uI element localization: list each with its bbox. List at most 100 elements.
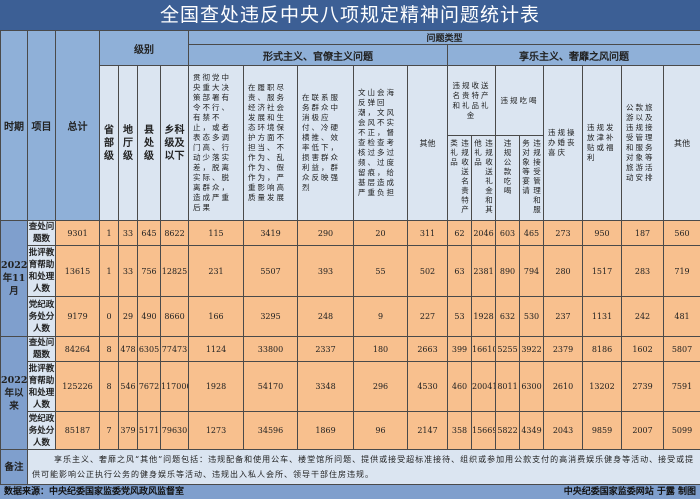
value-cell: 4349 [520, 412, 544, 450]
hedonism-other: 其他 [664, 66, 700, 221]
level-provincial: 省部级 [100, 66, 119, 221]
value-cell: 5255 [496, 337, 520, 362]
row-item-label: 批评教育帮助和处理人数 [28, 246, 56, 297]
value-cell: 7591 [664, 362, 700, 412]
value-cell: 2007 [622, 412, 664, 450]
value-cell: 280 [544, 246, 583, 297]
value-cell: 358 [448, 412, 472, 450]
note-label: 备注 [1, 450, 28, 485]
value-cell: 2337 [298, 337, 354, 362]
value-cell: 379 [119, 412, 138, 450]
value-cell: 20041 [472, 362, 496, 412]
value-cell: 6300 [520, 362, 544, 412]
level-county: 县处级 [138, 66, 161, 221]
value-cell: 84264 [56, 337, 100, 362]
value-cell: 8186 [583, 337, 622, 362]
value-cell: 7672 [138, 362, 161, 412]
value-cell: 2379 [544, 337, 583, 362]
value-cell: 2046 [472, 221, 496, 246]
formalism-other: 其他 [408, 66, 448, 221]
value-cell: 85187 [56, 412, 100, 450]
formalism-col-1: 贯彻党中央重大决策部署有令不行、有禁不止，或者表态多调门高、行动少落实差，脱离实… [189, 66, 244, 221]
value-cell: 3419 [244, 221, 298, 246]
value-cell: 950 [583, 221, 622, 246]
value-cell: 9301 [56, 221, 100, 246]
value-cell: 115 [189, 221, 244, 246]
level-header: 级别 [100, 31, 189, 66]
value-cell: 1 [100, 221, 119, 246]
formalism-col-2: 在履职尽责、服务经济社会发展和生态环境保护方面不担当、不作为、乱作为、假作为，严… [244, 66, 298, 221]
value-cell: 273 [544, 221, 583, 246]
value-cell: 3295 [244, 297, 298, 337]
value-cell: 2043 [544, 412, 583, 450]
value-cell: 180 [354, 337, 408, 362]
total-header: 总计 [56, 31, 100, 221]
level-bureau: 地厅级 [119, 66, 138, 221]
formalism-header: 形式主义、官僚主义问题 [189, 45, 448, 66]
value-cell: 7 [100, 412, 119, 450]
value-cell: 54170 [244, 362, 298, 412]
formalism-col-3: 在联系服务群众中消极应付、冷硬横推、效率低下，损害群众利益，群众反映强烈 [298, 66, 354, 221]
value-cell: 1273 [189, 412, 244, 450]
value-cell: 546 [119, 362, 138, 412]
hedonism-col-weddings: 违规操办婚丧喜庆 [544, 66, 583, 221]
value-cell: 5822 [496, 412, 520, 450]
value-cell: 9859 [583, 412, 622, 450]
value-cell: 231 [189, 246, 244, 297]
value-cell: 33 [119, 246, 138, 297]
value-cell: 283 [622, 246, 664, 297]
problem-type-header: 问题类型 [189, 31, 700, 45]
value-cell: 530 [520, 297, 544, 337]
value-cell: 460 [448, 362, 472, 412]
value-cell: 125226 [56, 362, 100, 412]
value-cell: 15669 [472, 412, 496, 450]
value-cell: 490 [138, 297, 161, 337]
value-cell: 1928 [472, 297, 496, 337]
value-cell: 645 [138, 221, 161, 246]
value-cell: 2610 [544, 362, 583, 412]
dining-sub-banquet: 违规接受管理和服务对象等宴请 [521, 139, 543, 217]
value-cell: 2663 [408, 337, 448, 362]
value-cell: 1869 [298, 412, 354, 450]
value-cell: 8 [100, 362, 119, 412]
value-cell: 465 [520, 221, 544, 246]
value-cell: 8622 [161, 221, 189, 246]
value-cell: 34596 [244, 412, 298, 450]
item-header: 项目 [28, 31, 56, 221]
value-cell: 13202 [583, 362, 622, 412]
value-cell: 8011 [496, 362, 520, 412]
page-title: 全国查处违反中央八项规定精神问题统计表 [0, 0, 700, 30]
hedonism-col-tourism: 公款旅游以及违规接受管理和服务对象等旅游活动安排 [622, 66, 664, 221]
value-cell: 3348 [298, 362, 354, 412]
value-cell: 719 [664, 246, 700, 297]
value-cell: 55 [354, 246, 408, 297]
value-cell: 33800 [244, 337, 298, 362]
value-cell: 5507 [244, 246, 298, 297]
row-item-label: 党纪政务处分人数 [28, 412, 56, 450]
value-cell: 13615 [56, 246, 100, 297]
value-cell: 1 [100, 246, 119, 297]
value-cell: 9 [354, 297, 408, 337]
value-cell: 756 [138, 246, 161, 297]
value-cell: 20 [354, 221, 408, 246]
footer: 数据来源：中央纪委国家监委党风政风监督室 中央纪委国家监委网站 于露 制图 [0, 485, 700, 499]
note-text: 享乐主义、奢靡之风“其他”问题包括：违规配备和使用公车、楼堂馆所问题、提供或接受… [28, 450, 700, 485]
credit: 中央纪委国家监委网站 于露 制图 [564, 485, 696, 499]
value-cell: 77473 [161, 337, 189, 362]
value-cell: 53 [448, 297, 472, 337]
gifts-sub-specialty: 违规收送名贵特产类礼品 [449, 139, 471, 217]
hedonism-header: 享乐主义、奢靡之风问题 [448, 45, 700, 66]
value-cell: 16610 [472, 337, 496, 362]
value-cell: 29 [119, 297, 138, 337]
dining-header: 违规吃喝 [496, 66, 544, 136]
gifts-header: 违规收送名贵特产和礼品礼金 [448, 66, 496, 136]
gifts-sub-cash: 违规收送礼金和其他礼品 [473, 139, 495, 217]
value-cell: 1517 [583, 246, 622, 297]
row-item-label: 查处问题数 [28, 337, 56, 362]
value-cell: 478 [119, 337, 138, 362]
value-cell: 96 [354, 412, 408, 450]
